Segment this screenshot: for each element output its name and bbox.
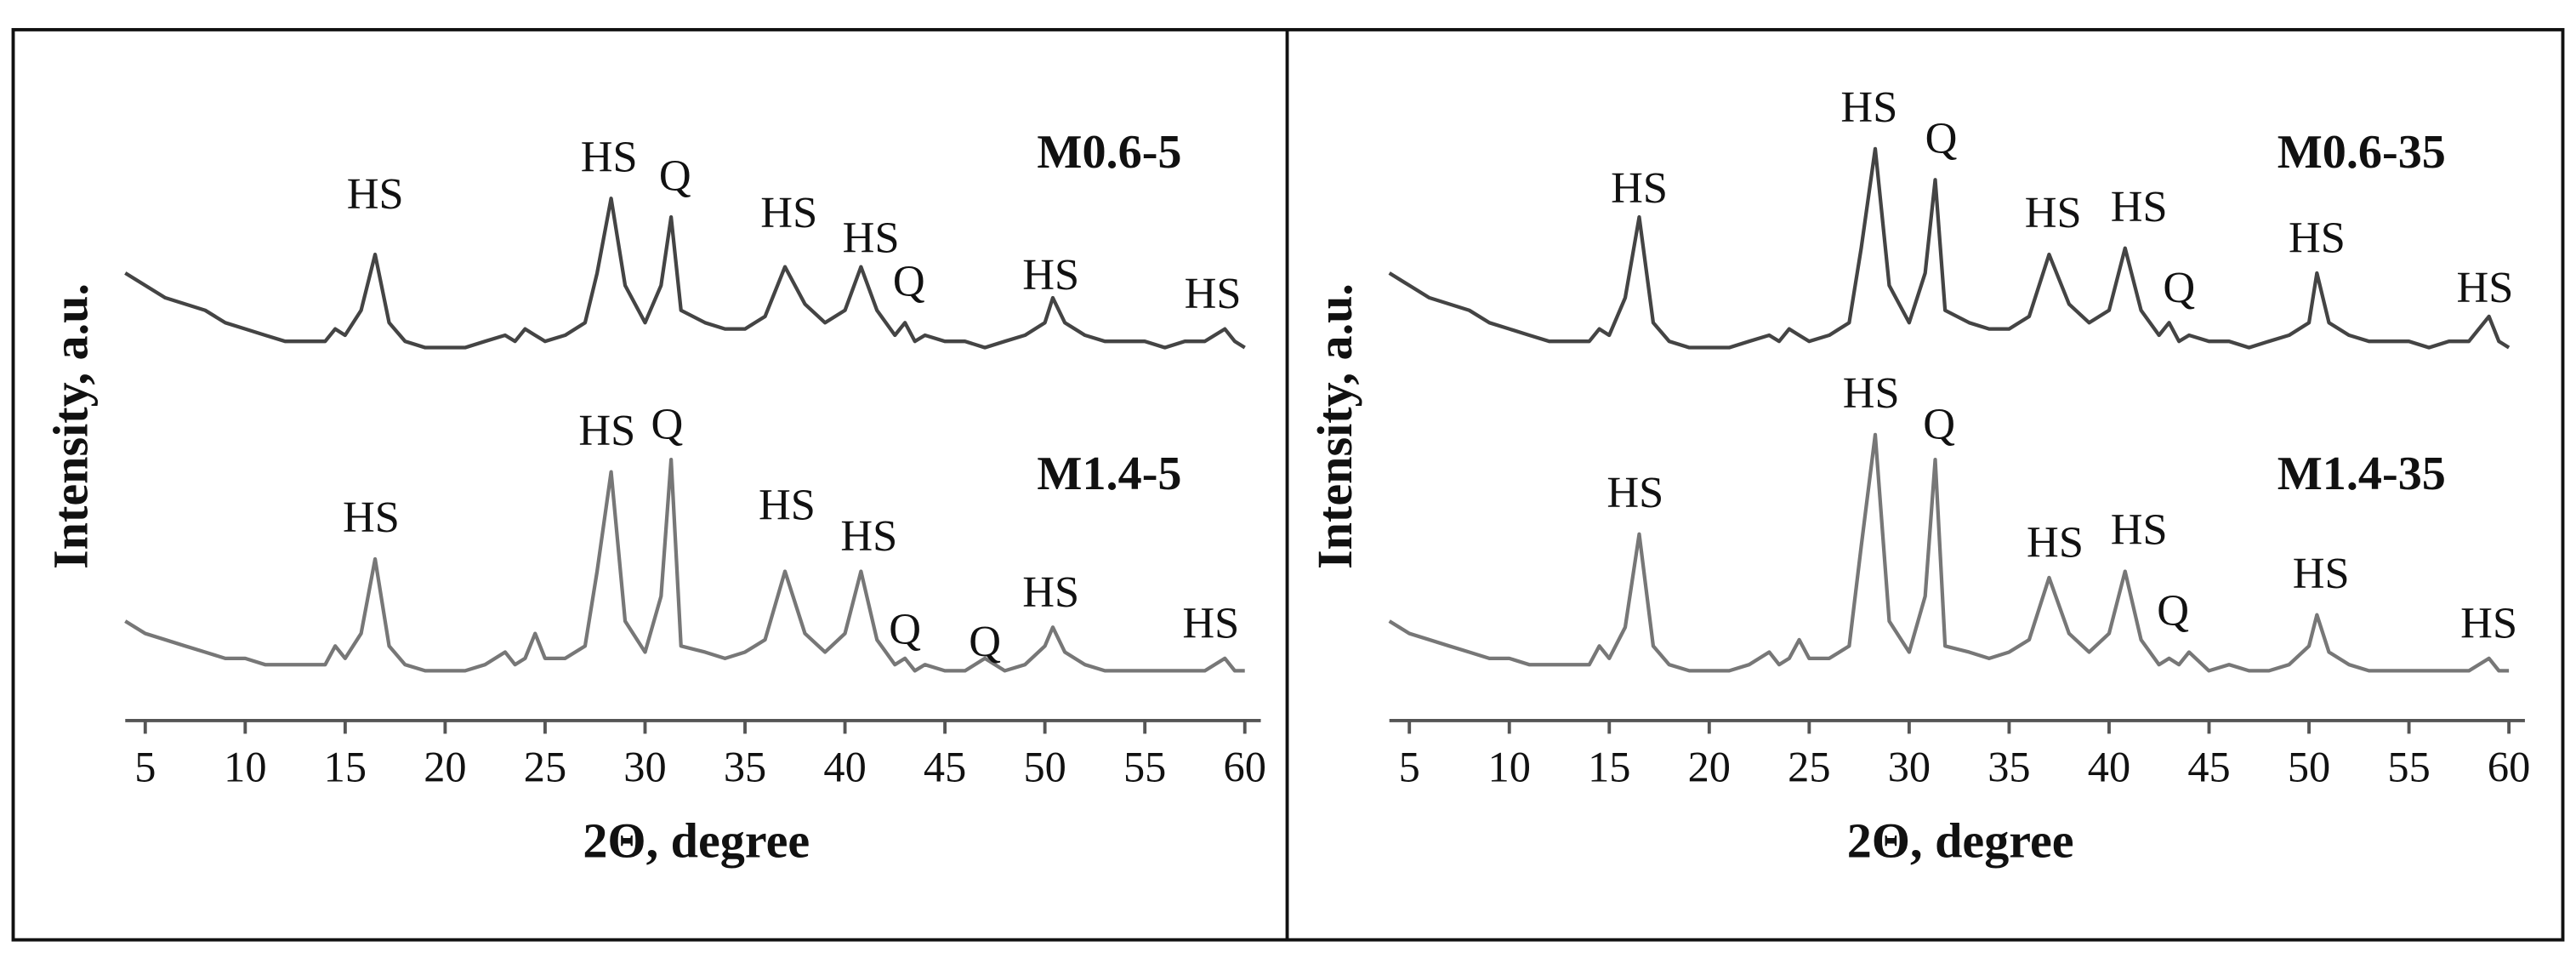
peak-label: HS (1606, 468, 1663, 517)
peak-label: HS (1022, 567, 1079, 617)
x-tick-label: 5 (1399, 744, 1420, 791)
x-tick-label: 25 (1788, 744, 1830, 791)
peak-label: HS (2025, 188, 2082, 237)
peak-label: Q (651, 400, 683, 449)
xrd-line (124, 197, 1246, 350)
peak-label: HS (1611, 163, 1668, 213)
x-tick-label: 55 (2387, 744, 2430, 791)
x-tick-label: 55 (1123, 744, 1166, 791)
xrd-line (124, 458, 1245, 673)
x-tick-label: 45 (924, 744, 966, 791)
series-name: M0.6-5 (1037, 126, 1181, 179)
x-axis-title: 2Θ, degree (583, 813, 810, 869)
peak-label: HS (840, 511, 897, 561)
peak-label: Q (1923, 400, 1955, 449)
x-tick-label: 60 (2488, 744, 2530, 791)
x-tick-label: 60 (1224, 744, 1266, 791)
x-tick-label: 45 (2187, 744, 2230, 791)
peak-label: HS (2111, 505, 2168, 555)
x-tick-label: 10 (224, 744, 266, 791)
x-tick-label: 10 (1488, 744, 1531, 791)
peak-label: HS (347, 169, 404, 219)
peak-label: HS (2460, 598, 2517, 647)
x-tick-label: 40 (2088, 744, 2130, 791)
x-tick-label: 50 (1023, 744, 1066, 791)
x-tick-label: 50 (2288, 744, 2330, 791)
series-name: M1.4-35 (2277, 448, 2446, 500)
peak-label: HS (1022, 250, 1079, 299)
xrd-line (1388, 146, 2511, 350)
xrd-line (1388, 432, 2510, 673)
peak-label: HS (2289, 213, 2346, 262)
peak-label: Q (969, 617, 1001, 666)
peak-label: Q (889, 605, 921, 654)
x-tick-label: 15 (324, 744, 367, 791)
peak-label: HS (760, 188, 817, 237)
peak-label: HS (1843, 368, 1900, 418)
x-tick-label: 20 (1688, 744, 1731, 791)
peak-label: HS (1185, 269, 1242, 318)
peak-label: Q (659, 151, 691, 200)
y-axis-title: Intensity, a.u. (43, 283, 98, 569)
peak-label: HS (343, 493, 400, 542)
peak-label: Q (1925, 113, 1958, 163)
peak-label: HS (2456, 263, 2513, 312)
x-tick-label: 30 (623, 744, 666, 791)
peak-label: HS (1182, 598, 1239, 647)
peak-label: HS (2027, 517, 2084, 567)
peak-label: HS (759, 481, 816, 530)
x-tick-label: 30 (1888, 744, 1931, 791)
x-tick-label: 25 (524, 744, 566, 791)
x-tick-label: 35 (1987, 744, 2030, 791)
peak-label: Q (2157, 586, 2189, 636)
x-tick-label: 5 (134, 744, 156, 791)
peak-label: Q (893, 256, 925, 305)
x-tick-label: 20 (424, 744, 466, 791)
x-tick-label: 15 (1588, 744, 1630, 791)
x-axis-title: 2Θ, degree (1847, 813, 2074, 869)
peak-label: HS (2293, 549, 2350, 598)
series-name: M1.4-5 (1037, 448, 1181, 500)
peak-label: Q (2163, 263, 2195, 312)
peak-label: HS (1840, 83, 1897, 132)
peak-label: HS (843, 213, 900, 262)
x-tick-label: 35 (724, 744, 766, 791)
x-tick-label: 40 (823, 744, 866, 791)
peak-label: HS (2111, 182, 2168, 231)
peak-label: HS (581, 132, 638, 181)
y-axis-title: Intensity, a.u. (1307, 283, 1362, 569)
peak-label: HS (578, 406, 635, 455)
series-name: M0.6-35 (2277, 126, 2446, 179)
